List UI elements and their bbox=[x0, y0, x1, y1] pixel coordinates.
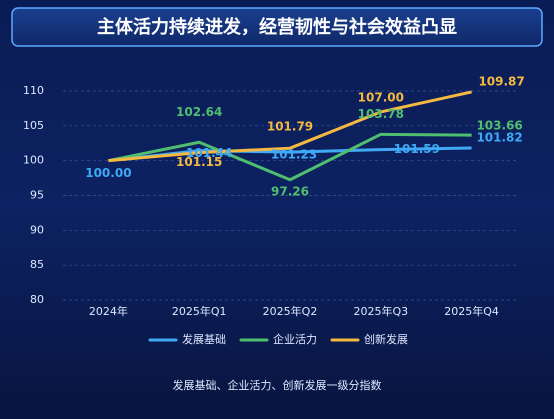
title-box bbox=[11, 7, 543, 47]
value-label: 97.26 bbox=[271, 184, 309, 198]
y-tick-label: 105 bbox=[23, 119, 44, 132]
value-label: 107.00 bbox=[358, 90, 404, 104]
value-label: 101.23 bbox=[271, 148, 317, 162]
value-label: 103.66 bbox=[476, 119, 522, 133]
y-tick-label: 100 bbox=[23, 154, 44, 167]
x-tick-label: 2025年Q2 bbox=[263, 304, 318, 318]
value-label: 100.00 bbox=[85, 166, 131, 180]
value-label: 101.59 bbox=[394, 142, 440, 156]
series-line bbox=[108, 132, 472, 182]
chart-title: 主体活力持续进发，经营韧性与社会效益凸显 bbox=[97, 16, 457, 38]
value-label: 102.64 bbox=[176, 105, 222, 119]
legend-label: 企业活力 bbox=[273, 332, 317, 346]
y-tick-label: 85 bbox=[30, 258, 44, 271]
value-label: 103.78 bbox=[358, 107, 404, 121]
value-label: 101.15 bbox=[176, 155, 222, 169]
x-tick-label: 2024年 bbox=[89, 304, 128, 318]
value-label: 101.44 bbox=[186, 146, 232, 160]
y-tick-label: 90 bbox=[30, 223, 44, 236]
series-line bbox=[108, 90, 472, 163]
legend-label: 创新发展 bbox=[364, 332, 408, 346]
legend-label: 发展基础 bbox=[182, 332, 226, 346]
x-tick-label: 2025年Q1 bbox=[172, 304, 227, 318]
y-tick-label: 110 bbox=[23, 84, 44, 97]
value-label: 109.87 bbox=[478, 74, 524, 88]
value-label: 101.79 bbox=[267, 120, 313, 134]
value-label: 101.82 bbox=[476, 130, 522, 144]
x-tick-label: 2025年Q3 bbox=[353, 304, 408, 318]
y-tick-label: 95 bbox=[30, 189, 44, 202]
caption: 发展基础、企业活力、创新发展一级分指数 bbox=[173, 378, 382, 392]
y-tick-label: 80 bbox=[30, 293, 44, 306]
x-tick-label: 2025年Q4 bbox=[444, 304, 499, 318]
